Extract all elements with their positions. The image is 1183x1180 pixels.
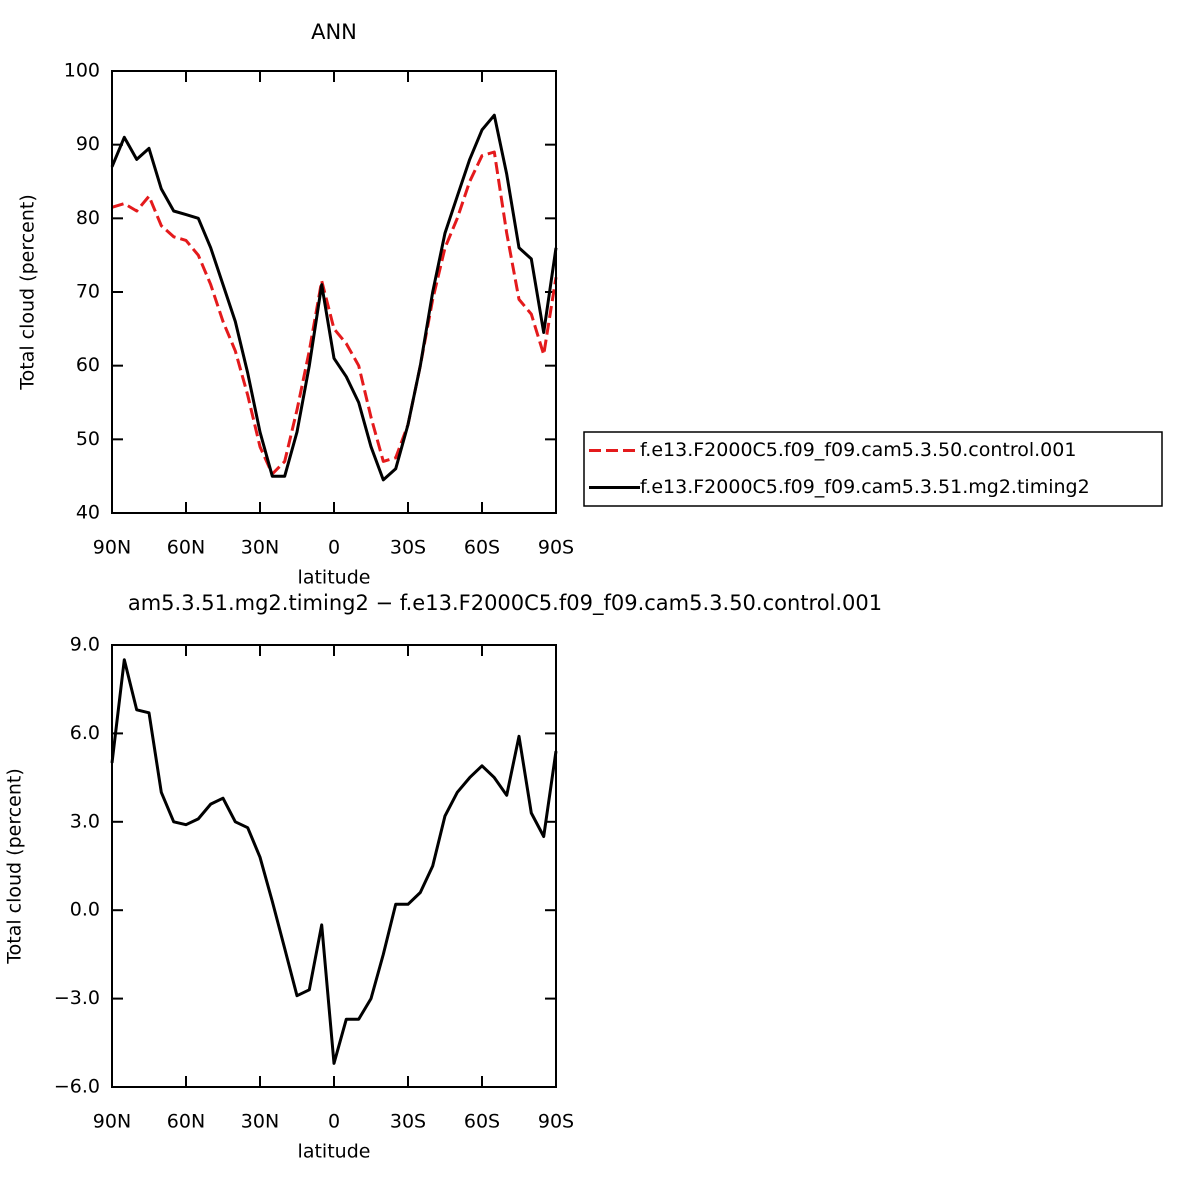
- x-tick-label: 30S: [390, 1111, 426, 1133]
- legend-label: f.e13.F2000C5.f09_f09.cam5.3.50.control.…: [640, 439, 1076, 461]
- y-tick-label: 90: [76, 133, 100, 155]
- legend-box: [583, 431, 1163, 507]
- series-line: [110, 113, 558, 482]
- x-tick-label: 90N: [93, 1111, 131, 1133]
- x-tick-label: 90N: [93, 537, 131, 559]
- x-tick-label: 90S: [538, 537, 574, 559]
- series-line: [110, 658, 558, 1065]
- y-tick-label: 80: [76, 207, 100, 229]
- x-tick-label: 60N: [167, 537, 205, 559]
- x-tick-label: 60N: [167, 1111, 205, 1133]
- legend-label: f.e13.F2000C5.f09_f09.cam5.3.51.mg2.timi…: [640, 476, 1090, 498]
- y-tick-label: 100: [64, 60, 100, 82]
- y-tick-label: 6.0: [70, 722, 100, 744]
- y-tick-label: 3.0: [70, 810, 100, 832]
- y-tick-label: 50: [76, 428, 100, 450]
- y-tick-label: 0.0: [70, 899, 100, 921]
- y-tick-label: 40: [76, 502, 100, 524]
- y-axis-label: Total cloud (percent): [4, 768, 26, 965]
- chart-title: am5.3.51.mg2.timing2 − f.e13.F2000C5.f09…: [128, 591, 882, 616]
- legend: f.e13.F2000C5.f09_f09.cam5.3.50.control.…: [583, 431, 1163, 507]
- y-tick-label: 9.0: [70, 634, 100, 656]
- x-tick-label: 30N: [241, 1111, 279, 1133]
- x-tick-label: 30S: [390, 537, 426, 559]
- y-axis-label: Total cloud (percent): [17, 194, 39, 391]
- y-tick-label: −6.0: [54, 1076, 100, 1098]
- x-tick-label: 0: [328, 1111, 340, 1133]
- x-axis-label: latitude: [298, 567, 371, 589]
- x-tick-label: 0: [328, 537, 340, 559]
- x-tick-label: 30N: [241, 537, 279, 559]
- x-axis-label: latitude: [298, 1141, 371, 1163]
- y-tick-label: 60: [76, 354, 100, 376]
- plot-frame: [111, 644, 557, 1088]
- x-tick-label: 60S: [464, 537, 500, 559]
- plot-frame: [111, 70, 557, 514]
- chart-title: ANN: [311, 20, 357, 44]
- series-line: [111, 150, 558, 476]
- x-tick-label: 90S: [538, 1111, 574, 1133]
- y-tick-label: 70: [76, 281, 100, 303]
- x-tick-label: 60S: [464, 1111, 500, 1133]
- y-tick-label: −3.0: [54, 987, 100, 1009]
